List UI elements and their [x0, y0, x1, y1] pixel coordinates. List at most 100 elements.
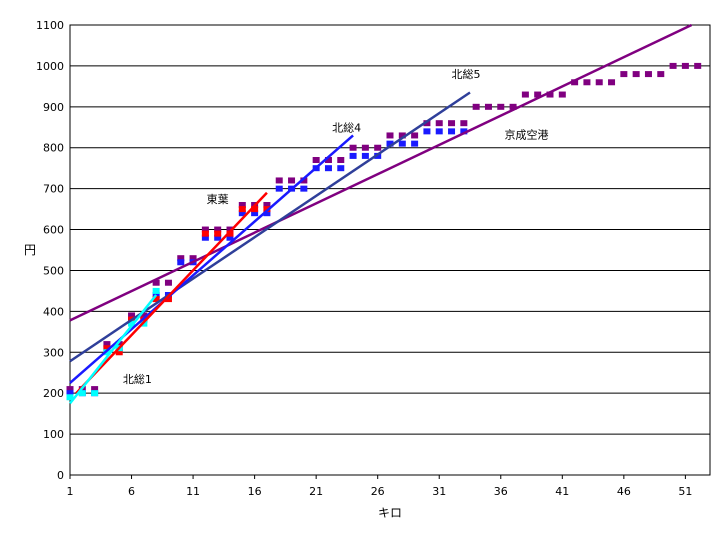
data-point: [152, 296, 160, 303]
y-tick-label: 0: [57, 469, 64, 482]
data-point: [669, 62, 677, 69]
x-tick-label: 51: [678, 485, 692, 498]
data-point: [238, 210, 246, 217]
data-point: [337, 157, 345, 163]
data-point: [251, 210, 259, 217]
x-tick-labels: 1 6 11 16 21 26 31 36 41 46 51: [67, 475, 692, 498]
y-tick-label: 300: [43, 346, 64, 359]
data-point: [620, 71, 628, 78]
data-point: [361, 144, 369, 151]
data-point: [201, 226, 209, 233]
data-point: [349, 152, 357, 159]
y-tick-label: 900: [43, 101, 64, 114]
plot-area: [69, 24, 711, 476]
data-point: [66, 394, 74, 401]
data-point: [152, 287, 160, 294]
x-tick-label: 36: [494, 485, 508, 498]
series-annotation: 北総5: [452, 67, 481, 81]
data-point: [398, 132, 406, 139]
data-point: [91, 390, 99, 397]
data-point: [103, 345, 111, 352]
data-points: [66, 62, 702, 401]
y-tick-label: 1000: [36, 60, 64, 73]
data-point: [177, 255, 185, 262]
data-point: [361, 152, 369, 159]
data-point: [152, 279, 160, 286]
data-point: [214, 234, 222, 241]
data-point: [571, 79, 579, 86]
data-point: [534, 91, 542, 98]
data-point: [472, 103, 480, 110]
data-point: [423, 128, 431, 135]
data-point: [66, 390, 74, 397]
data-point: [103, 341, 111, 348]
data-point: [226, 230, 234, 237]
data-point: [644, 71, 652, 78]
data-point: [115, 349, 123, 356]
x-tick-label: 6: [128, 485, 135, 498]
data-point: [164, 279, 172, 286]
x-tick-label: 26: [371, 485, 385, 498]
data-point: [460, 120, 468, 127]
data-point: [263, 206, 271, 213]
data-point: [214, 230, 222, 237]
data-point: [435, 120, 443, 127]
annotations: 北総1 東葉 北総4 北総5 京成空港: [123, 67, 549, 386]
data-point: [238, 202, 246, 208]
data-point: [411, 140, 419, 147]
trend-line: [69, 91, 471, 363]
series-annotation: 京成空港: [504, 128, 548, 142]
data-point: [201, 230, 209, 237]
data-point: [189, 255, 197, 262]
data-point: [632, 71, 640, 78]
data-point: [263, 202, 271, 208]
data-point: [411, 132, 419, 139]
trend-line: [75, 191, 268, 395]
data-point: [460, 128, 468, 135]
data-point: [681, 62, 689, 69]
data-point: [435, 128, 443, 135]
series-annotation: 北総4: [332, 120, 361, 134]
x-tick-label: 11: [186, 485, 200, 498]
y-tick-label: 500: [43, 264, 64, 277]
data-point: [657, 71, 665, 78]
data-point: [324, 157, 332, 163]
data-point: [324, 165, 332, 172]
data-point: [78, 390, 86, 397]
x-tick-label: 31: [432, 485, 446, 498]
data-point: [423, 120, 431, 127]
x-tick-label: 41: [555, 485, 569, 498]
data-point: [595, 79, 603, 86]
data-point: [448, 128, 456, 135]
data-point: [337, 165, 345, 172]
data-point: [226, 226, 234, 233]
y-tick-label: 400: [43, 305, 64, 318]
data-point: [115, 341, 123, 348]
x-tick-label: 16: [248, 485, 262, 498]
y-tick-label: 800: [43, 142, 64, 155]
data-point: [694, 62, 702, 69]
data-point: [288, 177, 296, 184]
x-tick-label: 21: [309, 485, 323, 498]
y-tick-label: 600: [43, 224, 64, 237]
data-point: [128, 312, 136, 319]
data-point: [312, 157, 320, 163]
trend-line: [69, 134, 354, 384]
data-point: [300, 177, 308, 184]
data-point: [238, 206, 246, 213]
x-axis-title: キロ: [378, 506, 402, 520]
x-tick-label: 46: [617, 485, 631, 498]
data-point: [275, 177, 283, 184]
data-point: [263, 210, 271, 217]
data-point: [275, 185, 283, 192]
data-point: [583, 79, 591, 86]
data-point: [386, 140, 394, 147]
series-annotation: 東葉: [207, 192, 229, 206]
data-point: [177, 259, 185, 266]
data-point: [546, 91, 554, 98]
y-tick-labels: 0 100 200 300 400 500 600 700 800 900 1000 1100: [36, 19, 64, 482]
y-tick-label: 200: [43, 387, 64, 400]
trend-lines: [69, 23, 693, 405]
